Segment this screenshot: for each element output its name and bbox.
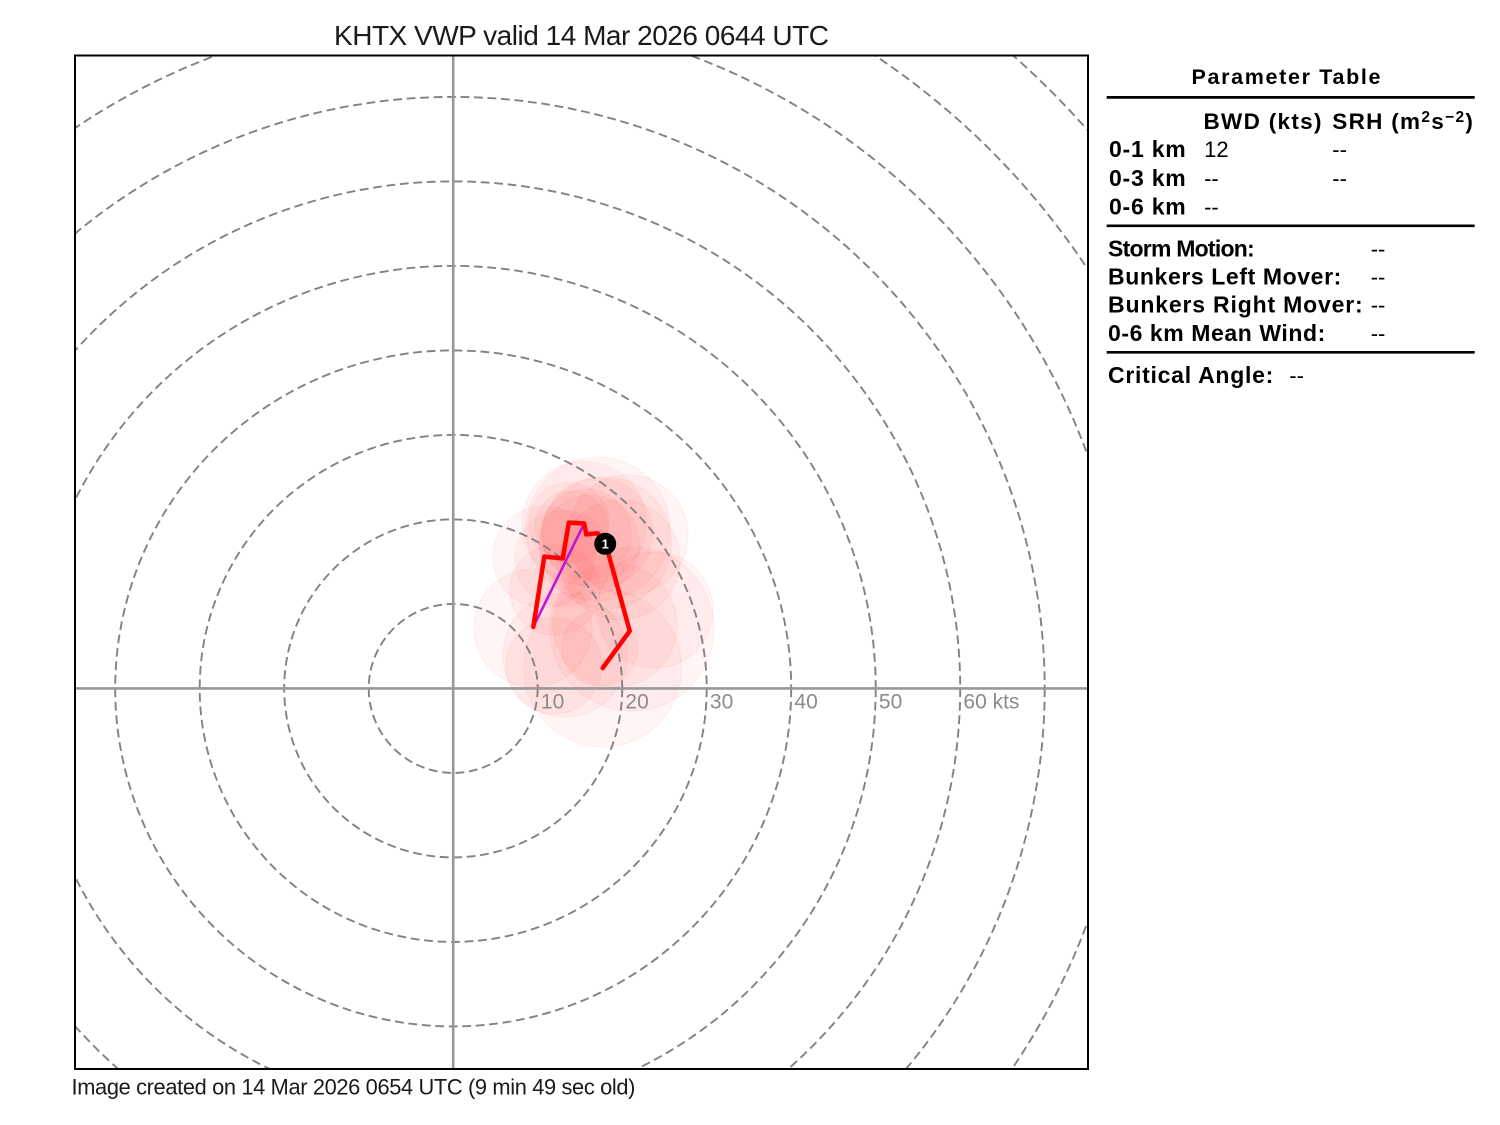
svg-text:1: 1	[602, 536, 609, 551]
svg-text:Bunkers Left Mover:: Bunkers Left Mover:	[1108, 263, 1341, 289]
svg-text:KHTX VWP valid 14 Mar 2026 064: KHTX VWP valid 14 Mar 2026 0644 UTC	[334, 20, 829, 51]
svg-text:12: 12	[1204, 137, 1228, 162]
svg-text:50: 50	[879, 690, 902, 713]
svg-text:0-6 km Mean Wind:: 0-6 km Mean Wind:	[1108, 320, 1325, 346]
svg-text:0-6 km: 0-6 km	[1109, 194, 1186, 220]
svg-text:30: 30	[710, 690, 733, 713]
svg-text:--: --	[1371, 236, 1386, 261]
svg-text:Storm Motion:: Storm Motion:	[1108, 235, 1255, 261]
svg-text:0-3 km: 0-3 km	[1109, 165, 1186, 191]
svg-text:--: --	[1371, 264, 1386, 289]
svg-text:--: --	[1332, 137, 1347, 162]
svg-text:--: --	[1289, 363, 1304, 388]
svg-text:BWD (kts): BWD (kts)	[1204, 109, 1322, 134]
svg-text:Bunkers Right Mover:: Bunkers Right Mover:	[1108, 292, 1363, 318]
svg-text:--: --	[1371, 293, 1386, 318]
svg-text:Parameter Table: Parameter Table	[1192, 65, 1381, 89]
svg-text:10: 10	[541, 690, 564, 713]
svg-text:--: --	[1371, 321, 1386, 346]
svg-text:--: --	[1204, 195, 1219, 220]
svg-text:--: --	[1332, 166, 1347, 191]
svg-text:20: 20	[625, 690, 648, 713]
svg-text:0-1 km: 0-1 km	[1109, 136, 1186, 162]
svg-text:60 kts: 60 kts	[963, 690, 1019, 713]
svg-text:Critical Angle:: Critical Angle:	[1108, 362, 1273, 388]
svg-text:Image created on 14 Mar 2026 0: Image created on 14 Mar 2026 0654 UTC (9…	[72, 1074, 636, 1099]
svg-text:--: --	[1204, 166, 1219, 191]
svg-text:40: 40	[794, 690, 817, 713]
